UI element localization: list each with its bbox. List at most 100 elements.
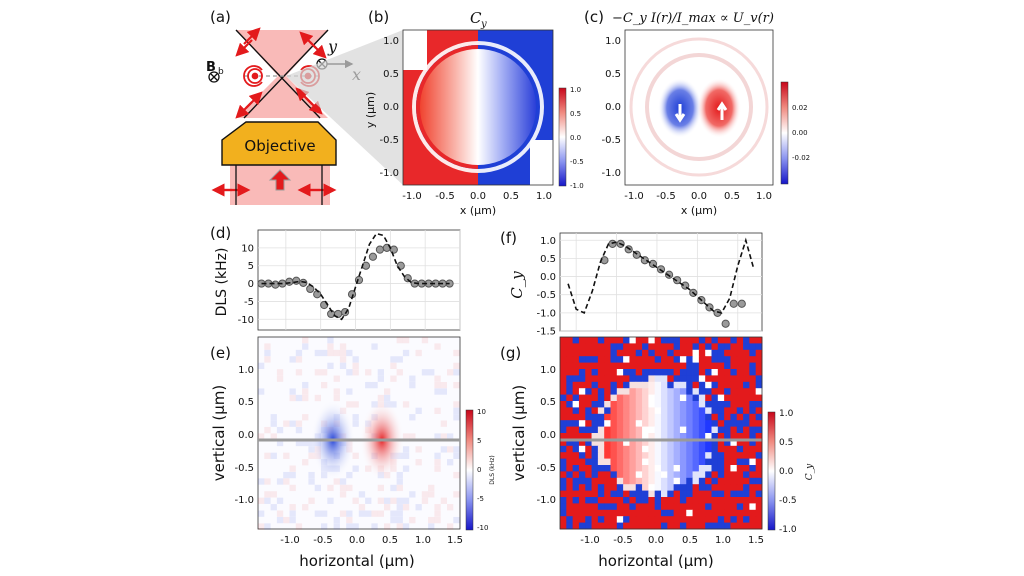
svg-text:-1.0: -1.0 [536, 495, 556, 506]
panel-f-axes [559, 232, 763, 332]
data-point [271, 280, 280, 289]
svg-text:-10: -10 [477, 524, 488, 532]
panel-f-marks [567, 237, 755, 328]
panel-c: (c) −C_y I(r)/I_max ∝ U_v(r) -1.0 -0.5 0… [584, 8, 810, 217]
y-tick-label: 0 [248, 279, 254, 290]
svg-text:-0.5: -0.5 [536, 463, 556, 474]
svg-text:-0.5: -0.5 [570, 158, 584, 166]
panel-b-ylabel: y (μm) [364, 92, 377, 128]
svg-text:1.0: 1.0 [238, 365, 254, 376]
panel-b: (b) C y -1.0 -0.5 0.0 0.5 1.0 1.0 0.5 0.… [364, 8, 584, 217]
svg-text:1.0: 1.0 [415, 535, 431, 546]
panel-b-title-sub: y [480, 19, 487, 30]
y-tick-label: 5 [248, 261, 254, 272]
y-tick-label: 0.0 [540, 272, 556, 283]
panel-g-ylabel: vertical (μm) [510, 385, 528, 482]
panel-c-xticks: -1.0 -0.5 0.0 0.5 1.0 [624, 191, 772, 202]
panel-label-e: (e) [210, 344, 231, 362]
panel-e-xticks: -1.0 -0.5 0.0 0.5 1.0 1.5 [280, 535, 463, 546]
svg-text:-0.5: -0.5 [234, 463, 254, 474]
data-point [361, 261, 371, 270]
svg-text:0.0: 0.0 [540, 430, 556, 441]
svg-text:10: 10 [477, 408, 486, 416]
panel-g-xlabel: horizontal (μm) [598, 552, 713, 570]
svg-text:0.5: 0.5 [503, 191, 519, 202]
svg-text:0.5: 0.5 [570, 110, 581, 118]
svg-text:-0.5: -0.5 [379, 135, 399, 146]
svg-text:0.5: 0.5 [605, 69, 621, 80]
svg-text:5: 5 [477, 437, 481, 445]
svg-text:1.0: 1.0 [383, 36, 399, 47]
svg-text:-0.02: -0.02 [792, 154, 810, 162]
cy-measured-map [560, 337, 763, 530]
panel-g-xticks: -1.0 -0.5 0.0 0.5 1.0 1.5 [580, 535, 764, 546]
panel-d-yticks: 10 5 0 -5 -10 [238, 243, 254, 325]
svg-text:0.00: 0.00 [792, 129, 808, 137]
panel-e-yticks: 1.0 0.5 0.0 -0.5 -1.0 [234, 365, 254, 506]
svg-text:1.5: 1.5 [447, 535, 463, 546]
panel-e: (e) -1.0 -0.5 0.0 0.5 1.0 1.5 1.0 0.5 0.… [210, 336, 496, 570]
svg-text:1.0: 1.0 [605, 36, 621, 47]
panel-b-colorbar [558, 87, 567, 187]
panel-e-cbar-label: DLS (kHz) [489, 455, 496, 485]
svg-text:-0.5: -0.5 [613, 535, 633, 546]
svg-text:-1.0: -1.0 [280, 535, 300, 546]
panel-e-colorbar [465, 409, 474, 531]
svg-text:-1.0: -1.0 [601, 168, 621, 179]
b-field-label: B [206, 60, 216, 75]
svg-text:1.0: 1.0 [715, 535, 731, 546]
dls-map-noise [258, 337, 460, 530]
data-point [389, 245, 398, 254]
svg-text:1.0: 1.0 [570, 86, 581, 94]
svg-text:0.5: 0.5 [382, 535, 398, 546]
svg-text:0.5: 0.5 [779, 438, 793, 448]
panel-g-yticks: 1.0 0.5 0.0 -0.5 -1.0 [536, 365, 556, 506]
panel-g-cbar-ticks: 1.0 0.5 0.0 -0.5 -1.0 [779, 409, 797, 535]
panel-f-yticks: 1.0 0.5 0.0 -0.5 -1.0 -1.5 [536, 236, 556, 338]
panel-d: (d) 10 5 0 -5 -10 DLS (kHz) [210, 224, 461, 331]
polarization-arrows [211, 27, 337, 197]
svg-text:-1.0: -1.0 [580, 535, 600, 546]
data-point [285, 277, 294, 286]
panel-g: (g) -1.0 -0.5 0.0 0.5 1.0 1.5 1.0 0.5 0.… [500, 336, 815, 570]
svg-text:-0.5: -0.5 [601, 135, 621, 146]
svg-text:-0.5: -0.5 [313, 535, 333, 546]
y-tick-label: -5 [244, 297, 254, 308]
svg-text:-0.5: -0.5 [779, 496, 797, 506]
data-point [608, 239, 617, 248]
b-field-sub: b [218, 67, 224, 77]
svg-text:-1.0: -1.0 [379, 168, 399, 179]
y-tick-label: -1.0 [536, 308, 556, 319]
panel-c-xlabel: x (μm) [681, 204, 717, 217]
svg-text:-5: -5 [477, 495, 484, 503]
y-tick-label: 0.5 [540, 254, 556, 265]
svg-text:-0.5: -0.5 [435, 191, 455, 202]
down-arrow-icon [674, 104, 686, 123]
svg-text:1.0: 1.0 [536, 191, 552, 202]
svg-text:0.5: 0.5 [383, 69, 399, 80]
panel-b-xticks: -1.0 -0.5 0.0 0.5 1.0 [402, 191, 552, 202]
objective-lens [221, 121, 337, 166]
panel-c-cbar-ticks: 0.02 0.00 -0.02 [792, 104, 810, 162]
panel-label-a: (a) [210, 8, 231, 26]
y-tick-label: -1.5 [536, 327, 556, 338]
svg-text:0.0: 0.0 [470, 191, 486, 202]
y-tick-label: 1.0 [540, 236, 556, 247]
panel-g-colorbar [767, 411, 776, 531]
model-curve [567, 237, 755, 314]
panel-d-ylabel: DLS (kHz) [214, 248, 230, 317]
svg-text:1.0: 1.0 [756, 191, 772, 202]
svg-text:0.5: 0.5 [540, 397, 556, 408]
cy-map [403, 30, 553, 185]
panel-b-xlabel: x (μm) [460, 204, 496, 217]
panel-label-b: (b) [368, 8, 389, 26]
objective-label: Objective [244, 137, 315, 155]
svg-text:0.0: 0.0 [691, 191, 707, 202]
panel-f-ylabel: C_y [508, 271, 526, 299]
panel-e-ylabel: vertical (μm) [210, 385, 228, 482]
svg-text:-1.0: -1.0 [570, 182, 584, 190]
svg-text:1.5: 1.5 [748, 535, 764, 546]
svg-text:0.0: 0.0 [779, 467, 794, 477]
svg-text:0.0: 0.0 [349, 535, 365, 546]
svg-text:0: 0 [477, 466, 481, 474]
